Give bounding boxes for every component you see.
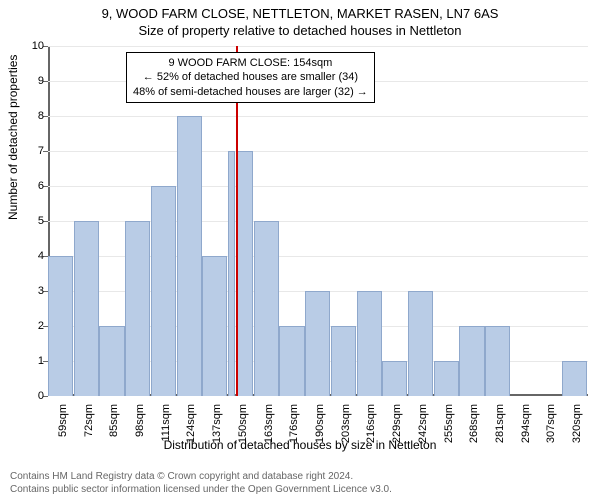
histogram-bar xyxy=(305,291,330,396)
y-tick-label: 7 xyxy=(38,145,44,157)
annotation-line3: 48% of semi-detached houses are larger (… xyxy=(133,85,368,99)
x-tick-label: 72sqm xyxy=(83,404,95,437)
x-axis-label: Distribution of detached houses by size … xyxy=(0,438,600,452)
footer-line1: Contains HM Land Registry data © Crown c… xyxy=(10,470,392,483)
histogram-bar xyxy=(151,186,176,396)
y-tick-label: 5 xyxy=(38,215,44,227)
histogram-bar xyxy=(357,291,382,396)
y-tick-label: 0 xyxy=(38,390,44,402)
y-tick-label: 6 xyxy=(38,180,44,192)
histogram-bar xyxy=(279,326,304,396)
page-title: 9, WOOD FARM CLOSE, NETTLETON, MARKET RA… xyxy=(0,0,600,21)
x-tick-label: 111sqm xyxy=(160,404,172,442)
y-tick-label: 10 xyxy=(32,40,44,52)
x-tick-label: 85sqm xyxy=(108,404,120,437)
annotation-line2: ← 52% of detached houses are smaller (34… xyxy=(133,70,368,84)
histogram-bar xyxy=(331,326,356,396)
histogram-bar xyxy=(382,361,407,396)
x-tick-label: 98sqm xyxy=(134,404,146,437)
histogram-bar xyxy=(125,221,150,396)
y-axis-label: Number of detached properties xyxy=(6,55,20,220)
histogram-bar xyxy=(485,326,510,396)
histogram-bar xyxy=(562,361,587,396)
footer-attribution: Contains HM Land Registry data © Crown c… xyxy=(10,470,392,496)
histogram-bar xyxy=(254,221,279,396)
grid-line xyxy=(48,186,588,187)
histogram-bar xyxy=(434,361,459,396)
y-tick-label: 2 xyxy=(38,320,44,332)
histogram-bar xyxy=(177,116,202,396)
y-tick-label: 9 xyxy=(38,75,44,87)
grid-line xyxy=(48,46,588,47)
y-tick-label: 8 xyxy=(38,110,44,122)
histogram-bar xyxy=(99,326,124,396)
page-subtitle: Size of property relative to detached ho… xyxy=(0,21,600,38)
reference-annotation: 9 WOOD FARM CLOSE: 154sqm ← 52% of detac… xyxy=(126,52,375,103)
histogram-bar xyxy=(408,291,433,396)
x-tick-label: 59sqm xyxy=(57,404,69,437)
histogram-bar xyxy=(202,256,227,396)
grid-line xyxy=(48,116,588,117)
chart-area: 01234567891059sqm72sqm85sqm98sqm111sqm12… xyxy=(48,46,588,396)
y-tick-label: 4 xyxy=(38,250,44,262)
y-tick-label: 3 xyxy=(38,285,44,297)
footer-line2: Contains public sector information licen… xyxy=(10,483,392,496)
histogram-bar xyxy=(74,221,99,396)
histogram-bar xyxy=(228,151,235,396)
histogram-bar xyxy=(459,326,484,396)
grid-line xyxy=(48,151,588,152)
annotation-line1: 9 WOOD FARM CLOSE: 154sqm xyxy=(133,56,368,70)
histogram-bar xyxy=(236,151,254,396)
histogram-bar xyxy=(48,256,73,396)
y-tick-label: 1 xyxy=(38,355,44,367)
